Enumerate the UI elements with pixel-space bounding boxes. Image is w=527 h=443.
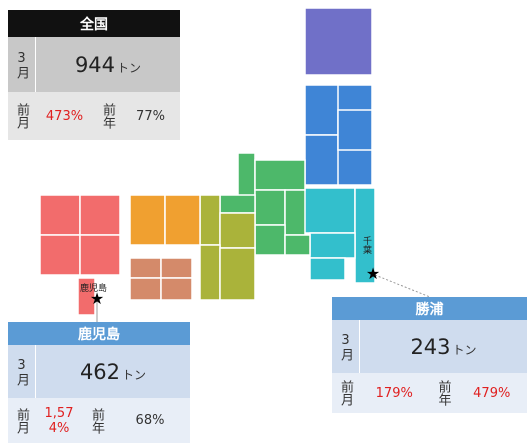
hokkaido — [304, 7, 373, 76]
unit: トン — [117, 60, 142, 75]
kinki — [199, 194, 221, 246]
month: 3月 — [8, 37, 36, 92]
value: 1,574% — [44, 405, 74, 436]
star: ★ — [90, 289, 104, 308]
label: 前年 — [89, 407, 104, 434]
kyushu — [39, 194, 81, 236]
month: 3月 — [332, 320, 360, 373]
kanto — [299, 187, 356, 234]
panel-title: 勝浦 — [332, 297, 527, 320]
katsuura-panel: 勝浦 3月 243 トン 前月 179% 前年 479% — [332, 297, 527, 413]
map-label: 鹿児島 — [80, 284, 108, 294]
chugoku — [129, 194, 166, 246]
value: 68% — [135, 413, 165, 428]
unit: トン — [122, 367, 147, 382]
map-label: 千葉 — [361, 236, 371, 254]
connector — [374, 274, 431, 298]
label: 前月 — [14, 407, 29, 434]
amount: 462 — [79, 359, 121, 384]
value: 479% — [473, 385, 511, 401]
value: 473% — [45, 108, 84, 124]
label: 前月 — [338, 380, 353, 406]
panel-title: 鹿児島 — [8, 322, 190, 345]
shikoku — [129, 257, 162, 279]
national-panel: 全国 3月 944 トン 前月 473% 前年 77% — [8, 10, 180, 140]
amount: 944 — [74, 52, 116, 77]
value: 77% — [136, 108, 165, 124]
panel-title: 全国 — [8, 10, 180, 37]
unit: トン — [452, 342, 477, 357]
label: 前年 — [100, 103, 115, 129]
kagoshima-panel: 鹿児島 3月 462 トン 前月 1,574% 前年 68% — [8, 322, 190, 443]
month: 3月 — [8, 345, 36, 398]
star: ★ — [366, 264, 380, 283]
label: 前年 — [435, 380, 451, 406]
label: 前月 — [14, 103, 29, 129]
value: 179% — [375, 385, 413, 401]
amount: 243 — [410, 334, 451, 359]
